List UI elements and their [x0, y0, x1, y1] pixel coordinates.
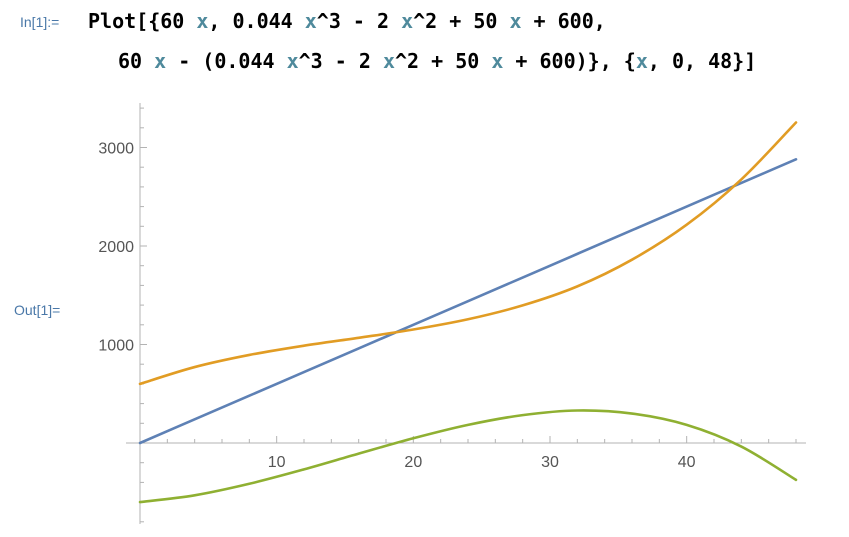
code-token: , 0, 48}] — [647, 49, 757, 73]
code-token: ^3 - 2 — [298, 49, 383, 73]
code-token: + 600, — [521, 9, 606, 33]
input-label: In[1]:= — [20, 14, 60, 30]
code-variable-token: x — [286, 49, 299, 73]
code-variable-token: x — [401, 9, 414, 33]
series-2-line — [138, 121, 798, 386]
input-code-line-1[interactable]: Plot[{60 x, 0.044 x^3 - 2 x^2 + 50 x + 6… — [88, 8, 606, 34]
series-3-line — [138, 409, 798, 504]
x-tick-label: 40 — [678, 454, 696, 471]
input-code-line-2[interactable]: 60 x - (0.044 x^3 - 2 x^2 + 50 x + 600)}… — [118, 48, 756, 74]
output-label: Out[1]= — [14, 302, 61, 318]
x-tick-label: 30 — [541, 454, 559, 471]
code-variable-token: x — [509, 9, 522, 33]
code-token: - (0.044 — [166, 49, 287, 73]
code-variable-token: x — [304, 9, 317, 33]
y-tick-label: 2000 — [98, 239, 134, 256]
code-token: + 600)}, { — [503, 49, 636, 73]
code-token: ^2 + 50 — [394, 49, 492, 73]
y-tick-label: 1000 — [98, 338, 134, 355]
code-variable-token: x — [491, 49, 504, 73]
y-tick-label: 3000 — [98, 141, 134, 158]
x-tick-label: 10 — [268, 454, 286, 471]
code-variable-token: x — [635, 49, 648, 73]
series-1-line — [138, 158, 798, 445]
code-variable-token: x — [196, 9, 209, 33]
code-token: 60 — [118, 49, 155, 73]
code-variable-token: x — [154, 49, 167, 73]
code-token: , 0.044 — [208, 9, 305, 33]
code-variable-token: x — [382, 49, 395, 73]
code-token: Plot[{60 — [88, 9, 197, 33]
code-token: ^2 + 50 — [413, 9, 510, 33]
x-tick-label: 20 — [404, 454, 422, 471]
code-token: ^3 - 2 — [316, 9, 402, 33]
